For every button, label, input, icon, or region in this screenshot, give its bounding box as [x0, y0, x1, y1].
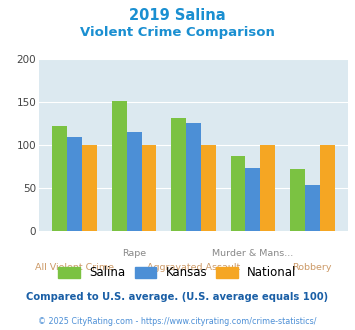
Bar [67, 138, 82, 231]
Text: Aggravated Assault: Aggravated Assault [147, 263, 240, 272]
Text: © 2025 CityRating.com - https://www.cityrating.com/crime-statistics/: © 2025 CityRating.com - https://www.city… [38, 317, 317, 326]
Bar [320, 145, 334, 231]
Text: All Violent Crime: All Violent Crime [35, 263, 114, 272]
Text: Compared to U.S. average. (U.S. average equals 100): Compared to U.S. average. (U.S. average … [26, 292, 329, 302]
Bar [201, 145, 216, 231]
Bar [171, 118, 186, 231]
Bar [142, 145, 156, 231]
Text: Robbery: Robbery [293, 263, 332, 272]
Text: Murder & Mans...: Murder & Mans... [212, 249, 294, 258]
Text: Rape: Rape [122, 249, 146, 258]
Text: Violent Crime Comparison: Violent Crime Comparison [80, 26, 275, 39]
Bar [231, 156, 245, 231]
Bar [305, 185, 320, 231]
Bar [186, 123, 201, 231]
Bar [127, 132, 142, 231]
Text: 2019 Salina: 2019 Salina [129, 8, 226, 23]
Legend: Salina, Kansas, National: Salina, Kansas, National [54, 262, 301, 284]
Bar [112, 101, 127, 231]
Bar [260, 145, 275, 231]
Bar [53, 126, 67, 231]
Bar [245, 168, 260, 231]
Bar [82, 145, 97, 231]
Bar [290, 169, 305, 231]
